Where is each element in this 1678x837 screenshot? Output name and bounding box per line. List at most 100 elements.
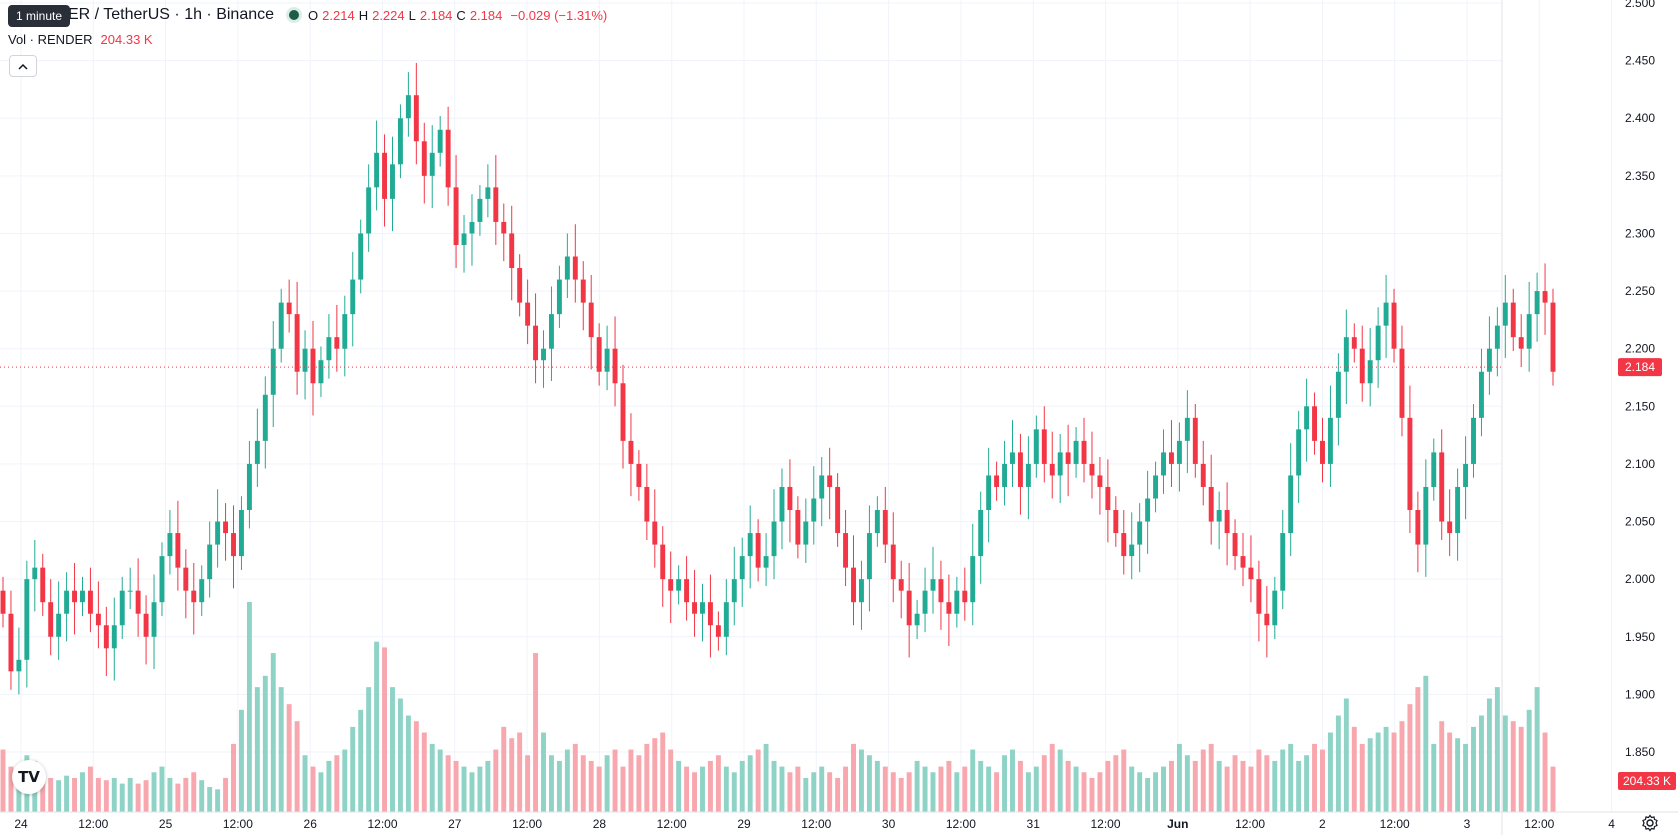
candle-body <box>1153 475 1159 499</box>
price-tick-label: 2.450 <box>1625 54 1655 68</box>
volume-bar <box>668 749 674 812</box>
candle-body <box>1327 417 1333 464</box>
candle-body <box>437 129 443 153</box>
candle-body <box>318 360 324 384</box>
price-tick-label: 2.300 <box>1625 226 1655 240</box>
volume-label: Vol · RENDER <box>8 32 93 47</box>
volume-bar <box>835 777 841 812</box>
candle-body <box>64 590 70 614</box>
volume-bar <box>986 766 992 812</box>
chart-settings-button[interactable] <box>1641 814 1659 837</box>
volume-bar <box>1168 760 1174 812</box>
candle-body <box>1431 452 1437 487</box>
candle-body <box>350 279 356 315</box>
volume-bar <box>286 704 292 812</box>
candle-body <box>819 475 825 499</box>
high-value: 2.224 <box>372 7 405 23</box>
collapse-legend-button[interactable] <box>9 55 37 77</box>
time-tick-label: 12:00 <box>801 817 831 831</box>
candle-body <box>1455 486 1461 534</box>
volume-bar <box>1224 766 1230 812</box>
volume-bar <box>72 777 78 812</box>
candle-body <box>223 521 229 534</box>
volume-bar <box>978 760 984 812</box>
volume-bar <box>1033 766 1039 812</box>
volume-bar <box>580 755 586 812</box>
candle-body <box>548 314 554 349</box>
candle-body <box>151 602 157 637</box>
candle-body <box>16 659 22 672</box>
candle-body <box>827 475 833 487</box>
candle-body <box>1494 325 1500 349</box>
candle-body <box>453 187 459 245</box>
candle-body <box>262 394 268 441</box>
candle-body <box>1320 440 1325 464</box>
time-tick-label: 12:00 <box>512 817 542 831</box>
volume-bar <box>644 743 650 812</box>
candle-body <box>652 521 658 545</box>
volume-bar <box>795 766 801 812</box>
volume-bar <box>1248 766 1254 812</box>
volume-bar <box>1057 749 1063 812</box>
volume-bar <box>40 772 46 812</box>
volume-bar <box>851 743 856 812</box>
last-price-badge <box>1618 358 1662 377</box>
volume-bar <box>0 749 6 812</box>
volume-bar <box>1065 760 1071 812</box>
candle-body <box>1264 613 1270 626</box>
candle-body <box>771 521 777 557</box>
candle-body <box>1463 463 1469 487</box>
candle-body <box>32 567 38 580</box>
volume-bar <box>946 760 952 812</box>
candle-body <box>80 590 85 603</box>
candle-body <box>1017 452 1023 487</box>
candle-body <box>1550 302 1556 372</box>
volume-bar <box>80 772 85 812</box>
candle-body <box>509 233 515 269</box>
price-tick-label: 2.150 <box>1625 399 1655 413</box>
tradingview-logo[interactable]: TV <box>12 760 46 794</box>
candle-body <box>1240 556 1246 568</box>
volume-bar <box>1256 749 1262 812</box>
symbol-title[interactable]: ER / TetherUS · 1h · Binance <box>68 6 275 23</box>
volume-bar <box>882 766 888 812</box>
candle-body <box>946 602 952 614</box>
volume-bar <box>493 749 499 812</box>
volume-bar <box>692 772 698 812</box>
price-tick-label: 2.050 <box>1625 515 1655 529</box>
volume-bar <box>64 775 70 812</box>
volume-bar <box>1025 772 1031 812</box>
close-label: C <box>456 7 466 23</box>
volume-bar <box>1447 732 1453 812</box>
volume-bar <box>1471 726 1476 812</box>
volume-bar <box>970 749 976 812</box>
price-tick-label: 2.350 <box>1625 169 1655 183</box>
candle-body <box>874 510 880 534</box>
volume-bar <box>16 777 22 812</box>
candle-body <box>930 579 936 591</box>
candle-body <box>1359 348 1365 384</box>
volume-bar <box>1184 755 1190 812</box>
candle-body <box>620 383 626 441</box>
candle-body <box>1065 452 1071 464</box>
volume-bar <box>294 721 300 812</box>
candle-body <box>127 590 133 592</box>
low-label: L <box>408 7 416 23</box>
candle-body <box>358 233 364 280</box>
candle-body <box>707 602 713 626</box>
volume-bar <box>302 755 308 812</box>
time-axis[interactable]: 24 12:00 25 12:00 26 12:00 27 12:00 28 12:00 29 12:… <box>0 811 1678 831</box>
candle-body <box>628 440 634 464</box>
volume-bar <box>707 760 713 812</box>
volume-bar <box>485 760 491 812</box>
symbol-legend: ER / TetherUS · 1h · Binance O 2.214 H 2.2… <box>8 6 607 24</box>
volume-bar <box>612 749 618 812</box>
price-axis[interactable]: 2.500 2.450 2.400 2.350 2.300 2.250 2.200 2.150… <box>1501 0 1676 835</box>
volume-bar <box>1081 772 1087 812</box>
volume-bar <box>660 732 666 812</box>
volume-bar <box>874 760 880 812</box>
candle-body <box>8 613 14 672</box>
candle-body <box>898 579 904 591</box>
candle-body <box>231 533 236 557</box>
